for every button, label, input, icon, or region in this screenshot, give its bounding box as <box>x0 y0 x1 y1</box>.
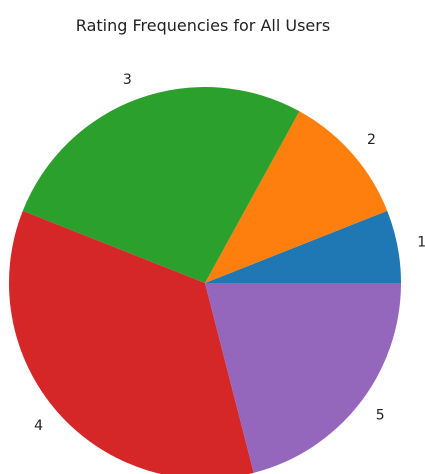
pie-label-2: 2 <box>367 132 376 148</box>
pie-label-1: 1 <box>417 235 425 251</box>
pie-slice-1 <box>205 210 401 283</box>
pie-labels: 1 2 3 4 5 <box>34 72 425 434</box>
pie-label-3: 3 <box>123 72 132 88</box>
pie-slice-2 <box>205 111 388 284</box>
pie-slices <box>9 86 401 474</box>
pie-label-5: 5 <box>376 407 385 423</box>
chart-title: Rating Frequencies for All Users <box>76 16 330 35</box>
pie-slice-4 <box>9 210 254 474</box>
pie-label-4: 4 <box>34 418 43 434</box>
pie-slice-5 <box>205 283 401 473</box>
pie-slice-3 <box>22 86 300 283</box>
